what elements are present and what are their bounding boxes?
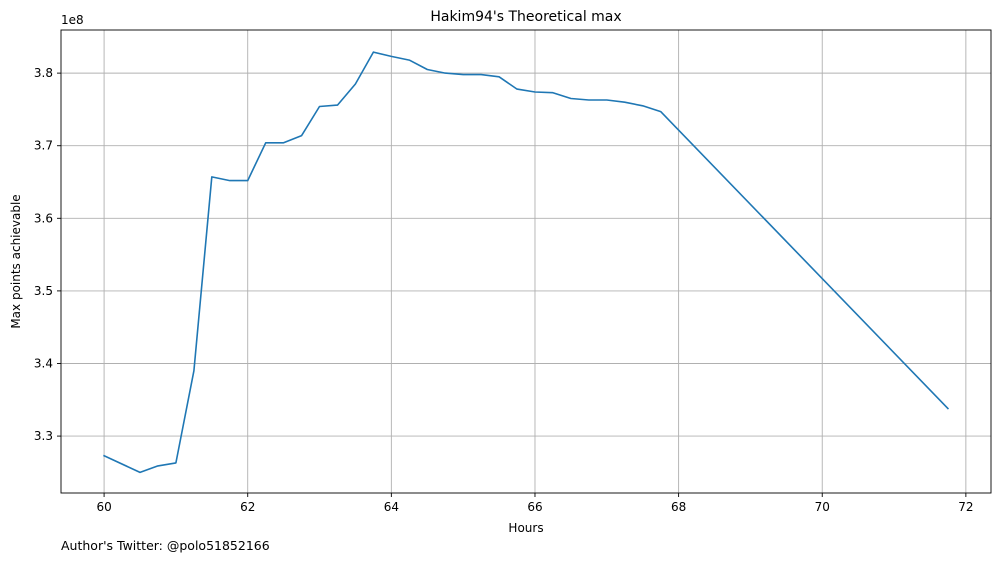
y-tick-label: 3.3 xyxy=(34,429,53,443)
x-axis: 60 62 64 66 68 70 72 xyxy=(96,493,974,514)
x-tick-label: 64 xyxy=(384,500,399,514)
grid xyxy=(61,30,991,493)
x-tick-label: 60 xyxy=(96,500,111,514)
x-tick-label: 62 xyxy=(240,500,255,514)
y-tick-label: 3.5 xyxy=(34,284,53,298)
y-tick-label: 3.4 xyxy=(34,356,53,370)
y-axis-offset-label: 1e8 xyxy=(61,13,84,27)
chart-title: Hakim94's Theoretical max xyxy=(430,9,621,25)
series-layer xyxy=(103,51,950,474)
y-tick-label: 3.7 xyxy=(34,139,53,153)
author-credit: Author's Twitter: @polo51852166 xyxy=(61,538,270,553)
x-tick-label: 66 xyxy=(527,500,542,514)
x-tick-label: 72 xyxy=(958,500,973,514)
plot-frame xyxy=(60,29,992,494)
x-axis-label: Hours xyxy=(508,521,543,535)
y-axis-label: Max points achievable xyxy=(9,194,23,328)
y-tick-label: 3.8 xyxy=(34,66,53,80)
y-tick-label: 3.6 xyxy=(34,211,53,225)
y-axis: 3.3 3.4 3.5 3.6 3.7 3.8 xyxy=(34,66,61,443)
x-tick-label: 70 xyxy=(815,500,830,514)
series-line xyxy=(103,51,950,474)
x-tick-label: 68 xyxy=(671,500,686,514)
